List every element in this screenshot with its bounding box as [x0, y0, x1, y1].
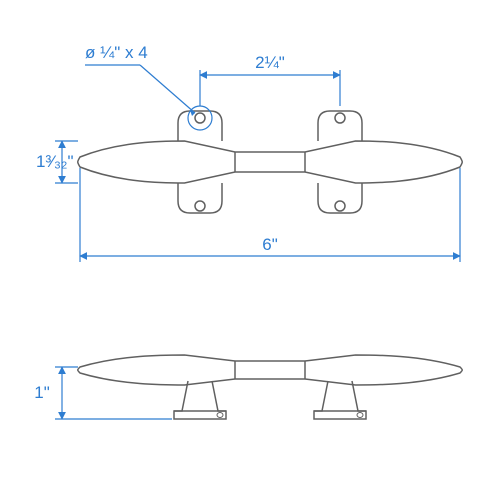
foot-hole [357, 413, 363, 418]
mounting-hole [195, 113, 205, 123]
cleat-body-top [78, 141, 463, 183]
mounting-tab [178, 183, 222, 213]
dimension-text: 6" [262, 235, 278, 254]
mounting-hole [335, 201, 345, 211]
dimension-text: 1" [34, 383, 50, 402]
mounting-hole [195, 201, 205, 211]
dimension-text: ø ¼" x 4 [85, 43, 148, 62]
cleat-body-side [78, 355, 463, 385]
dimension-text: 1³⁄₃₂" [36, 152, 74, 171]
mounting-tab [178, 111, 222, 141]
mounting-tab [318, 111, 362, 141]
extension-line [140, 65, 195, 113]
dimension-text: 2¼" [255, 53, 285, 72]
foot-hole [217, 413, 223, 418]
mounting-tab [318, 183, 362, 213]
mounting-hole [335, 113, 345, 123]
